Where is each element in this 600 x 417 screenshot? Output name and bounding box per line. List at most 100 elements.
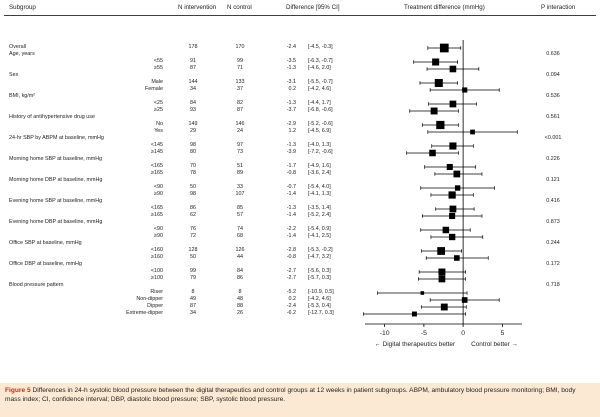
point-estimate [432,58,440,66]
ci-value: [-5.4, 4.0] [308,184,331,190]
point-estimate [411,311,417,317]
n-intervention-value: 98 [190,142,196,148]
n-control-value: 97 [237,142,243,148]
n-intervention-value: 29 [190,128,196,134]
point-estimate [449,205,457,213]
n-intervention-value: 8 [191,289,195,295]
difference-value: -2.4 [286,303,296,309]
difference-value: -3.5 [286,58,296,64]
subgroup-level: Non-dipper [136,296,163,302]
n-control-value: 74 [237,226,243,232]
n-control-value: 57 [237,212,243,218]
subgroup-heading: Blood pressure pattern [9,282,64,288]
point-estimate [470,129,475,135]
ci-value: [-4.4, 1.7] [308,100,331,106]
n-intervention-value: 149 [188,121,198,127]
p-interaction-value: <0.001 [544,135,562,141]
p-interaction-value: 0.244 [546,240,560,246]
ci-value: [-5.3, -0.2] [308,247,333,253]
subgroup-heading: Sex [9,72,19,78]
ci-value: [-3.6, 2.4] [308,170,331,176]
ci-value: [-5.3, 0.4] [308,303,331,309]
difference-value: -1.3 [286,65,296,71]
ci-value: [-4.0, 1.3] [308,142,331,148]
subgroup-level: ≥165 [151,170,163,176]
p-interaction-value: 0.561 [546,114,560,120]
p-interaction-value: 0.121 [546,177,560,183]
subgroup-level: <90 [153,184,163,190]
p-interaction-value: 0.718 [546,282,560,288]
n-control-value: 146 [235,121,245,127]
n-control-value: 24 [237,128,243,134]
header-p-interaction: P interaction [541,4,576,11]
subgroup-level: Extreme-dipper [126,310,163,316]
subgroup-heading: Morning home DBP at baseline, mmHg [9,177,103,183]
subgroup-level: Yes [154,128,163,134]
n-intervention-value: 34 [190,86,196,92]
right-annotation: Control better → [471,341,518,348]
p-interaction-value: 0.094 [546,72,560,78]
difference-value: -3.7 [286,107,296,113]
figure-caption: Figure 5 Differences in 24-h systolic bl… [5,386,593,404]
ci-value: [-4.1, 2.5] [308,233,331,239]
point-estimate [438,275,446,283]
subgroup-heading: Evening home DBP at baseline, mmHg [9,219,103,225]
difference-value: -1.4 [286,212,296,218]
ci-value: [-7.2, -0.6] [308,149,333,155]
subgroup-level: ≥90 [154,191,163,197]
point-estimate [449,142,457,150]
point-estimate [454,185,461,191]
p-interaction-value: 0.873 [546,219,560,225]
n-control-value: 89 [237,170,243,176]
subgroup-level: <55 [153,58,163,64]
header-treatment-difference: Treatment difference (mmHg) [404,4,485,11]
n-intervention-value: 144 [188,79,198,85]
subgroup-heading: History of antihypertensive drug use [9,114,95,120]
x-tick-label: -10 [380,330,390,337]
subgroup-level: <145 [150,142,163,148]
n-control-value: 44 [237,254,243,260]
difference-value: -2.2 [286,226,296,232]
ci-value: [-4.9, 1.6] [308,163,331,169]
difference-value: -3.9 [286,149,296,155]
n-intervention-value: 76 [190,226,196,232]
subgroup-level: ≥100 [151,275,163,281]
n-intervention-value: 93 [190,107,196,113]
subgroup-level: <165 [150,163,163,169]
n-control-value: 99 [237,58,243,64]
n-control-value: 37 [237,86,243,92]
p-interaction-value: 0.226 [546,156,560,162]
point-estimate [448,191,456,199]
point-estimate [449,212,456,220]
point-estimate [449,65,457,73]
subgroup-level: Male [151,79,163,85]
n-intervention-value: 98 [190,191,196,197]
point-estimate [446,163,453,171]
p-interaction-value: 0.416 [546,198,560,204]
x-tick-label: 5 [500,330,504,337]
point-estimate [448,233,456,241]
point-estimate [420,291,425,295]
ci-value: [-3.5, 1.4] [308,205,331,211]
n-control-value: 68 [237,233,243,239]
point-estimate [437,247,446,255]
subgroup-heading: 24-hr SBP by ABPM at baseline, mmHg [9,135,104,141]
ci-value: [-5.2, 2.4] [308,212,331,218]
ci-value: [-4.2, 4.6] [308,296,331,302]
subgroup-heading: Office SBP at baseline, mmHg [9,240,82,246]
point-estimate [430,107,438,115]
subgroup-level: ≥90 [154,233,163,239]
difference-value: -2.9 [286,121,296,127]
ci-value: [-5.5, -0.7] [308,79,333,85]
subgroup-heading: BMI, kg/m² [9,93,36,99]
difference-value: -2.8 [286,247,296,253]
header-n-control: N control [227,4,252,11]
ci-value: [-4.7, 3.2] [308,254,331,260]
n-intervention-value: 34 [190,310,196,316]
n-intervention-value: 80 [190,149,196,155]
subgroup-level: <165 [150,205,163,211]
n-control-value: 85 [237,205,243,211]
n-control-value: 84 [237,268,243,274]
n-intervention-value: 50 [190,184,196,190]
left-annotation: ← Digital therapeutics better [374,341,456,348]
